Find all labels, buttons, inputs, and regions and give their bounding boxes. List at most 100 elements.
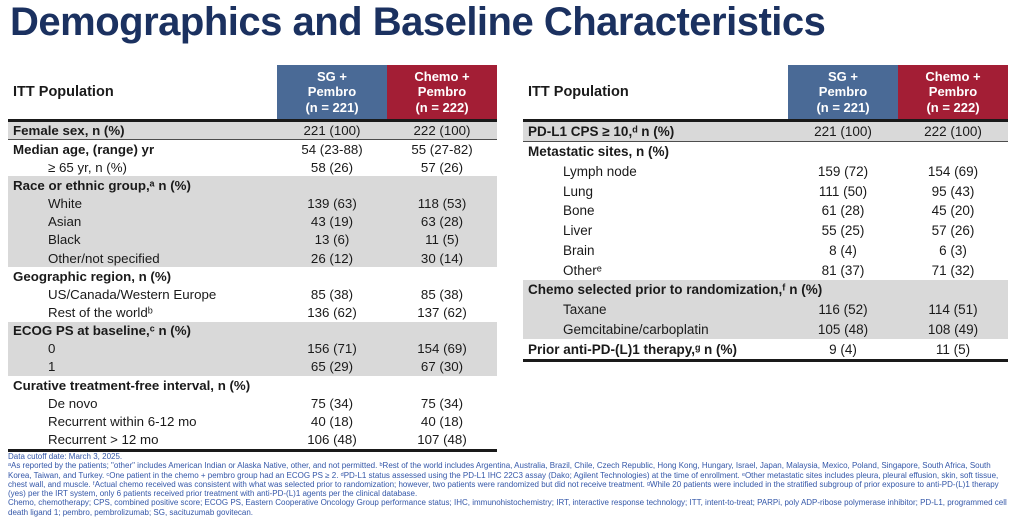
row-value: 139 (63) xyxy=(307,196,357,212)
table-row: De novo 75 (34) 75 (34) xyxy=(8,394,497,413)
col-header-chemo-pembro: Chemo + Pembro (n = 222) xyxy=(898,65,1008,119)
footnote-cutoff: Data cutoff date: March 3, 2025. xyxy=(8,452,123,461)
row-value: 159 (72) xyxy=(817,163,869,179)
row-value: 40 (18) xyxy=(310,413,354,429)
row-value: 40 (18) xyxy=(420,413,464,429)
row-label: ECOG PS at baseline,ᶜ n (%) xyxy=(13,323,191,339)
row-value: 85 (38) xyxy=(310,286,354,302)
row-value: 55 (27-82) xyxy=(411,141,473,157)
row-label: Geographic region, n (%) xyxy=(13,268,172,284)
row-value: 111 (50) xyxy=(818,183,868,199)
row-value: 6 (3) xyxy=(939,242,967,258)
row-value: 54 (23-88) xyxy=(301,141,363,157)
row-value: 222 (100) xyxy=(924,123,982,139)
col-header-sg-pembro: SG + Pembro (n = 221) xyxy=(788,65,898,119)
row-label: Black xyxy=(48,232,81,248)
row-value: 13 (6) xyxy=(314,232,350,248)
table-row: Metastatic sites, n (%) xyxy=(523,141,1008,162)
table-row: White 139 (63) 118 (53) xyxy=(8,194,497,213)
table-row: Prior anti-PD-(L)1 therapy,ᵍ n (%) 9 (4) 1… xyxy=(523,339,1008,359)
table-row: US/Canada/Western Europe 85 (38) 85 (38) xyxy=(8,285,497,304)
row-value: 118 (53) xyxy=(417,196,467,212)
row-label: Curative treatment-free interval, n (%) xyxy=(13,377,251,393)
row-label: Taxane xyxy=(563,302,607,318)
row-label: Otherᵉ xyxy=(563,262,602,278)
table-row: 0 156 (71) 154 (69) xyxy=(8,339,497,358)
row-value: 58 (26) xyxy=(310,159,354,175)
row-value: 11 (5) xyxy=(425,232,459,248)
row-value: 105 (48) xyxy=(817,321,869,337)
row-label: Female sex, n (%) xyxy=(13,123,125,139)
baseline-characteristics-table: ITT Population SG + Pembro (n = 221) Che… xyxy=(523,65,1008,362)
table-row: Gemcitabine/carboplatin 105 (48) 108 (49) xyxy=(523,319,1008,340)
row-value: 9 (4) xyxy=(829,341,857,357)
table-row: Recurrent > 12 mo 106 (48) 107 (48) xyxy=(8,430,497,449)
table-row: Lung 111 (50) 95 (43) xyxy=(523,181,1008,201)
row-value: 116 (52) xyxy=(818,302,868,318)
row-value: 57 (26) xyxy=(420,159,464,175)
row-value: 85 (38) xyxy=(420,286,464,302)
row-label: Lymph node xyxy=(563,163,637,179)
row-value: 137 (62) xyxy=(417,304,467,320)
row-label: Rest of the worldᵇ xyxy=(48,304,153,320)
row-label: Asian xyxy=(48,214,82,230)
table-row: Geographic region, n (%) xyxy=(8,267,497,286)
row-value: 45 (20) xyxy=(931,203,975,219)
row-value: 221 (100) xyxy=(303,123,361,139)
table-row: Brain 8 (4) 6 (3) xyxy=(523,240,1008,261)
row-value: 11 (5) xyxy=(935,341,971,357)
table-row: Chemo selected prior to randomization,ᶠ … xyxy=(523,280,1008,300)
row-label: Chemo selected prior to randomization,ᶠ … xyxy=(528,282,823,298)
footnotes: Data cutoff date: March 3, 2025. ᵃAs rep… xyxy=(8,452,1016,517)
row-label: Race or ethnic group,ᵃ n (%) xyxy=(13,177,191,193)
row-value: 154 (69) xyxy=(927,163,979,179)
table-row: Taxane 116 (52) 114 (51) xyxy=(523,299,1008,320)
itt-population-label: ITT Population xyxy=(528,84,629,100)
row-label: De novo xyxy=(48,395,98,411)
slide-title: Demographics and Baseline Characteristic… xyxy=(10,0,826,44)
row-label: US/Canada/Western Europe xyxy=(48,286,217,302)
row-value: 154 (69) xyxy=(417,341,467,357)
row-value: 108 (49) xyxy=(927,321,979,337)
table-row: ≥ 65 yr, n (%) 58 (26) 57 (26) xyxy=(8,158,497,177)
row-value: 106 (48) xyxy=(307,431,357,447)
row-label: Bone xyxy=(563,203,595,219)
footnote-abbreviations: Chemo, chemotherapy; CPS, combined posit… xyxy=(8,498,1007,517)
table-body: Female sex, n (%) 221 (100) 222 (100) Media… xyxy=(8,122,497,452)
row-value: 75 (34) xyxy=(310,395,354,411)
row-label: ≥ 65 yr, n (%) xyxy=(48,159,127,175)
row-value: 30 (14) xyxy=(420,250,464,266)
row-value: 26 (12) xyxy=(310,250,354,266)
row-value: 114 (51) xyxy=(928,302,978,318)
table-row: Female sex, n (%) 221 (100) 222 (100) xyxy=(8,122,497,141)
row-value: 221 (100) xyxy=(814,123,872,139)
row-value: 8 (4) xyxy=(829,242,857,258)
row-label: 0 xyxy=(48,341,56,357)
row-label: Lung xyxy=(563,183,594,199)
row-value: 67 (30) xyxy=(420,359,464,375)
table-row: Liver 55 (25) 57 (26) xyxy=(523,220,1008,241)
footnote-notes: ᵃAs reported by the patients; "other" in… xyxy=(8,461,999,499)
table-header: ITT Population SG + Pembro (n = 221) Che… xyxy=(8,65,497,122)
row-value: 136 (62) xyxy=(307,304,357,320)
row-label: Metastatic sites, n (%) xyxy=(528,144,670,160)
table-row: Lymph node 159 (72) 154 (69) xyxy=(523,161,1008,182)
table-row: Bone 61 (28) 45 (20) xyxy=(523,201,1008,221)
table-row: Otherᵉ 81 (37) 71 (32) xyxy=(523,260,1008,280)
row-label: Brain xyxy=(563,242,595,258)
row-value: 156 (71) xyxy=(307,341,357,357)
col-header-chemo-pembro: Chemo + Pembro (n = 222) xyxy=(387,65,497,119)
col-header-sg-pembro: SG + Pembro (n = 221) xyxy=(277,65,387,119)
table-row: Other/not specified 26 (12) 30 (14) xyxy=(8,248,497,268)
row-label: Recurrent within 6-12 mo xyxy=(48,413,197,429)
row-value: 81 (37) xyxy=(821,262,865,278)
demographics-table: ITT Population SG + Pembro (n = 221) Che… xyxy=(8,65,497,452)
table-row: Median age, (range) yr 54 (23-88) 55 (27-8… xyxy=(8,140,497,159)
table-row: Asian 43 (19) 63 (28) xyxy=(8,212,497,231)
table-row: ECOG PS at baseline,ᶜ n (%) xyxy=(8,321,497,340)
row-value: 71 (32) xyxy=(931,262,975,278)
row-value: 65 (29) xyxy=(310,359,354,375)
table-row: 1 65 (29) 67 (30) xyxy=(8,357,497,376)
row-label: Gemcitabine/carboplatin xyxy=(563,321,709,337)
